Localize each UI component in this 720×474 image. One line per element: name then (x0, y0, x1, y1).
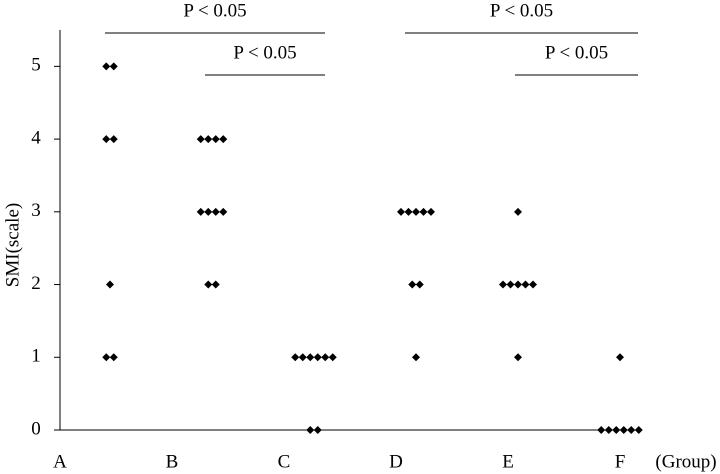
data-point (298, 353, 307, 362)
data-point (627, 426, 636, 434)
y-tick-label: 3 (31, 200, 41, 221)
x-axis-label: (Group) (655, 451, 716, 472)
data-point (196, 135, 205, 144)
data-point (306, 353, 315, 362)
data-point (499, 280, 507, 289)
data-point (204, 135, 213, 144)
data-point (102, 353, 111, 362)
data-point (612, 426, 621, 434)
data-point (412, 207, 420, 216)
data-point (514, 280, 522, 289)
data-point (506, 280, 515, 289)
y-axis-label: SMI(scale) (2, 203, 23, 287)
data-point (204, 207, 213, 216)
data-point (211, 207, 220, 216)
data-point (597, 426, 606, 434)
data-point (514, 207, 522, 216)
data-point (427, 207, 435, 216)
data-point (404, 207, 413, 216)
annotation: P < 0.05 (490, 0, 553, 21)
data-point (412, 353, 420, 362)
data-point (109, 353, 118, 362)
data-point (604, 426, 613, 434)
data-point (619, 426, 628, 434)
data-point (211, 280, 220, 289)
x-tick-label: B (166, 451, 179, 472)
x-tick-label: D (389, 451, 403, 472)
y-tick-label: 4 (31, 127, 41, 148)
data-point (634, 426, 643, 434)
data-point (102, 135, 111, 144)
data-point (109, 135, 118, 144)
data-point (109, 62, 118, 71)
data-point (514, 353, 522, 362)
x-tick-label: C (278, 451, 291, 472)
data-point (529, 280, 537, 289)
data-point (521, 280, 530, 289)
data-point (313, 426, 322, 434)
y-tick-label: 0 (31, 418, 41, 439)
data-point (419, 207, 428, 216)
data-point (219, 135, 228, 144)
y-tick-label: 1 (31, 346, 41, 367)
annotation: P < 0.05 (545, 42, 608, 63)
data-point (306, 426, 315, 434)
data-point (328, 353, 337, 362)
data-point (196, 207, 205, 216)
data-point (219, 207, 228, 216)
x-tick-label: F (615, 451, 626, 472)
data-point (408, 280, 417, 289)
x-tick-label: E (502, 451, 514, 472)
annotation: P < 0.05 (233, 42, 296, 63)
data-point (397, 207, 405, 216)
annotation: P < 0.05 (183, 0, 246, 21)
x-tick-label: A (53, 451, 67, 472)
data-point (204, 280, 213, 289)
data-point (291, 353, 300, 362)
data-point (106, 280, 114, 289)
data-point (415, 280, 424, 289)
data-point (313, 353, 322, 362)
data-point (102, 62, 111, 71)
data-point (211, 135, 220, 144)
y-tick-label: 2 (31, 273, 41, 294)
data-point (321, 353, 330, 362)
data-point (616, 353, 624, 362)
y-tick-label: 5 (31, 55, 41, 76)
